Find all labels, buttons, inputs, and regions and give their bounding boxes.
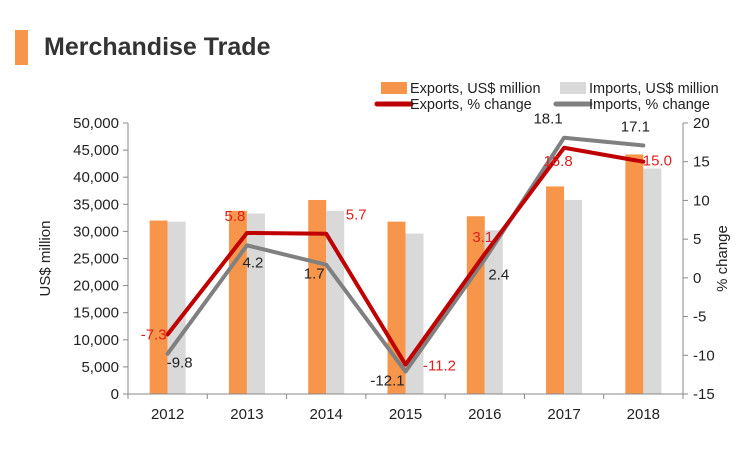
y2-tick-label: 10 xyxy=(693,192,710,209)
exports-bar xyxy=(308,199,327,394)
title-accent-bar xyxy=(15,30,28,65)
imports-change-label: 4.2 xyxy=(242,254,263,271)
y-tick-label: 40,000 xyxy=(73,169,119,186)
y2-tick-label: -5 xyxy=(693,309,706,326)
imports-bar xyxy=(643,168,662,394)
y2-tick-label: 0 xyxy=(693,270,701,287)
y-tick-label: 30,000 xyxy=(73,223,119,240)
imports-bar xyxy=(246,213,265,394)
legend-label: Imports, % change xyxy=(589,97,710,113)
exports-bar xyxy=(228,210,247,394)
imports-change-line xyxy=(165,135,646,374)
imports-change-label: 17.1 xyxy=(621,118,650,135)
imports-change-label: 18.1 xyxy=(533,111,562,128)
y-tick-label: 15,000 xyxy=(73,305,119,322)
y2-tick-label: 5 xyxy=(693,231,701,248)
chart-header: Merchandise Trade xyxy=(0,0,750,70)
x-tick-label: 2015 xyxy=(389,406,422,423)
exports-change-label: -7.3 xyxy=(141,326,167,343)
y2-tick-label: 15 xyxy=(693,154,710,171)
y-tick-label: 0 xyxy=(111,386,119,403)
exports-change-label: 5.7 xyxy=(346,207,367,224)
y-tick-label: 25,000 xyxy=(73,251,119,268)
imports-bar xyxy=(564,199,583,394)
exports-bar xyxy=(625,154,644,394)
exports-change-label: 3.1 xyxy=(472,229,493,246)
y-tick-label: 50,000 xyxy=(73,115,119,132)
x-tick-label: 2012 xyxy=(151,406,184,423)
y-tick-label: 20,000 xyxy=(73,278,119,295)
legend-label: Exports, % change xyxy=(410,97,532,113)
legend-label: Exports, US$ million xyxy=(410,81,541,97)
exports-change-label: 5.8 xyxy=(224,208,245,225)
y-tick-label: 10,000 xyxy=(73,332,119,349)
y2-axis-title: % change xyxy=(714,225,731,292)
x-tick-label: 2017 xyxy=(547,406,580,423)
x-tick-label: 2018 xyxy=(627,406,660,423)
exports-bar xyxy=(546,186,565,394)
legend-label: Imports, US$ million xyxy=(589,81,719,97)
exports-change-label: 15.0 xyxy=(643,153,672,170)
y-tick-label: 35,000 xyxy=(73,196,119,213)
y-tick-label: 45,000 xyxy=(73,142,119,159)
exports-change-label: 16.8 xyxy=(543,153,572,170)
x-tick-label: 2014 xyxy=(310,406,343,423)
imports-change-label: -12.1 xyxy=(370,373,404,390)
x-tick-label: 2016 xyxy=(468,406,501,423)
exports-change-label: -11.2 xyxy=(423,358,456,375)
y2-tick-label: -15 xyxy=(693,386,715,403)
y-tick-label: 5,000 xyxy=(81,359,119,376)
y-axis-title: US$ million xyxy=(37,221,54,297)
x-tick-label: 2013 xyxy=(230,406,263,423)
legend-swatch xyxy=(560,82,586,94)
imports-change-label: 2.4 xyxy=(488,266,509,283)
exports-change-line xyxy=(165,145,646,367)
legend-swatch xyxy=(381,82,407,94)
y2-tick-label: 20 xyxy=(693,115,710,132)
imports-bar xyxy=(484,230,503,394)
exports-bar xyxy=(149,220,168,394)
y2-tick-label: -10 xyxy=(693,347,715,364)
chart-title: Merchandise Trade xyxy=(44,33,271,61)
imports-change-label: -9.8 xyxy=(167,355,193,372)
imports-change-label: 1.7 xyxy=(304,266,325,283)
